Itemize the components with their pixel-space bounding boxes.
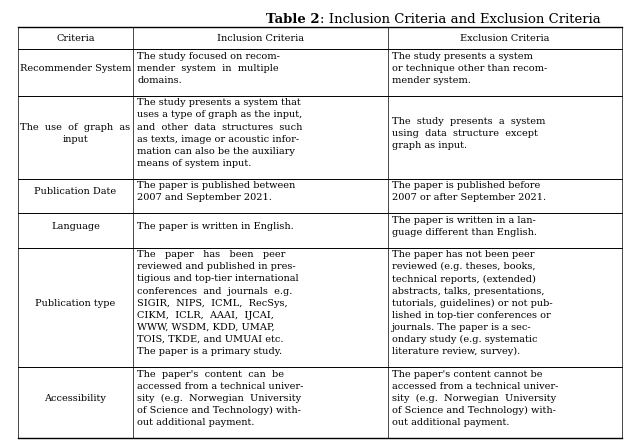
Text: as texts, image or acoustic infor-: as texts, image or acoustic infor- [137, 135, 299, 144]
Text: SIGIR,  NIPS,  ICML,  RecSys,: SIGIR, NIPS, ICML, RecSys, [137, 299, 287, 308]
Text: Publication Date: Publication Date [35, 187, 116, 196]
Text: : Inclusion Criteria and Exclusion Criteria: : Inclusion Criteria and Exclusion Crite… [320, 13, 601, 26]
Text: 2007 and September 2021.: 2007 and September 2021. [137, 194, 272, 202]
Text: journals. The paper is a sec-: journals. The paper is a sec- [392, 323, 532, 332]
Text: The paper is published between: The paper is published between [137, 181, 295, 190]
Text: reviewed (e.g. theses, books,: reviewed (e.g. theses, books, [392, 262, 536, 272]
Text: out additional payment.: out additional payment. [137, 418, 255, 427]
Text: mender system.: mender system. [392, 76, 471, 85]
Text: reviewed and published in pres-: reviewed and published in pres- [137, 262, 296, 272]
Text: The study focused on recom-: The study focused on recom- [137, 52, 280, 61]
Text: Inclusion Criteria: Inclusion Criteria [217, 34, 304, 43]
Text: Publication type: Publication type [35, 299, 116, 308]
Text: input: input [63, 135, 88, 144]
Text: guage different than English.: guage different than English. [392, 228, 537, 237]
Text: literature review, survey).: literature review, survey). [392, 347, 520, 356]
Text: tigious and top-tier international: tigious and top-tier international [137, 275, 299, 284]
Text: mation can also be the auxiliary: mation can also be the auxiliary [137, 147, 295, 156]
Text: Exclusion Criteria: Exclusion Criteria [460, 34, 550, 43]
Text: of Science and Technology) with-: of Science and Technology) with- [137, 406, 301, 415]
Text: Table 2: Table 2 [266, 13, 320, 26]
Text: means of system input.: means of system input. [137, 159, 252, 168]
Text: graph as input.: graph as input. [392, 141, 467, 150]
Text: Recommender System: Recommender System [20, 64, 131, 73]
Text: The   paper   has   been   peer: The paper has been peer [137, 250, 285, 259]
Text: accessed from a technical univer-: accessed from a technical univer- [392, 382, 558, 391]
Text: WWW, WSDM, KDD, UMAP,: WWW, WSDM, KDD, UMAP, [137, 323, 275, 332]
Text: lished in top-tier conferences or: lished in top-tier conferences or [392, 311, 551, 320]
Text: technical reports, (extended): technical reports, (extended) [392, 274, 536, 284]
Text: conferences  and  journals  e.g.: conferences and journals e.g. [137, 287, 292, 295]
Text: out additional payment.: out additional payment. [392, 418, 509, 427]
Text: Accessibility: Accessibility [45, 394, 106, 403]
Text: 2007 or after September 2021.: 2007 or after September 2021. [392, 194, 546, 202]
Text: using  data  structure  except: using data structure except [392, 128, 538, 138]
Text: TOIS, TKDE, and UMUAI etc.: TOIS, TKDE, and UMUAI etc. [137, 335, 284, 344]
Text: The study presents a system that: The study presents a system that [137, 98, 301, 107]
Text: or technique other than recom-: or technique other than recom- [392, 64, 547, 73]
Text: The  study  presents  a  system: The study presents a system [392, 117, 545, 125]
Text: mender  system  in  multiple: mender system in multiple [137, 64, 278, 73]
Text: ondary study (e.g. systematic: ondary study (e.g. systematic [392, 335, 538, 344]
Text: The paper has not been peer: The paper has not been peer [392, 250, 534, 259]
Text: and  other  data  structures  such: and other data structures such [137, 123, 302, 132]
Text: The study presents a system: The study presents a system [392, 52, 533, 61]
Text: tutorials, guidelines) or not pub-: tutorials, guidelines) or not pub- [392, 299, 552, 308]
Text: uses a type of graph as the input,: uses a type of graph as the input, [137, 110, 302, 120]
Text: The paper is written in English.: The paper is written in English. [137, 222, 294, 231]
Text: The paper is written in a lan-: The paper is written in a lan- [392, 216, 536, 225]
Text: Criteria: Criteria [56, 34, 95, 43]
Text: The paper's content cannot be: The paper's content cannot be [392, 369, 543, 379]
Text: domains.: domains. [137, 76, 182, 85]
Text: abstracts, talks, presentations,: abstracts, talks, presentations, [392, 287, 545, 295]
Text: sity  (e.g.  Norwegian  University: sity (e.g. Norwegian University [392, 394, 556, 403]
Text: accessed from a technical univer-: accessed from a technical univer- [137, 382, 303, 391]
Text: of Science and Technology) with-: of Science and Technology) with- [392, 406, 556, 415]
Text: CIKM,  ICLR,  AAAI,  IJCAI,: CIKM, ICLR, AAAI, IJCAI, [137, 311, 274, 320]
Text: sity  (e.g.  Norwegian  University: sity (e.g. Norwegian University [137, 394, 301, 403]
Text: Language: Language [51, 222, 100, 231]
Text: The  paper's  content  can  be: The paper's content can be [137, 369, 284, 379]
Text: The paper is a primary study.: The paper is a primary study. [137, 347, 282, 356]
Text: The paper is published before: The paper is published before [392, 181, 540, 190]
Text: The  use  of  graph  as: The use of graph as [20, 123, 131, 132]
